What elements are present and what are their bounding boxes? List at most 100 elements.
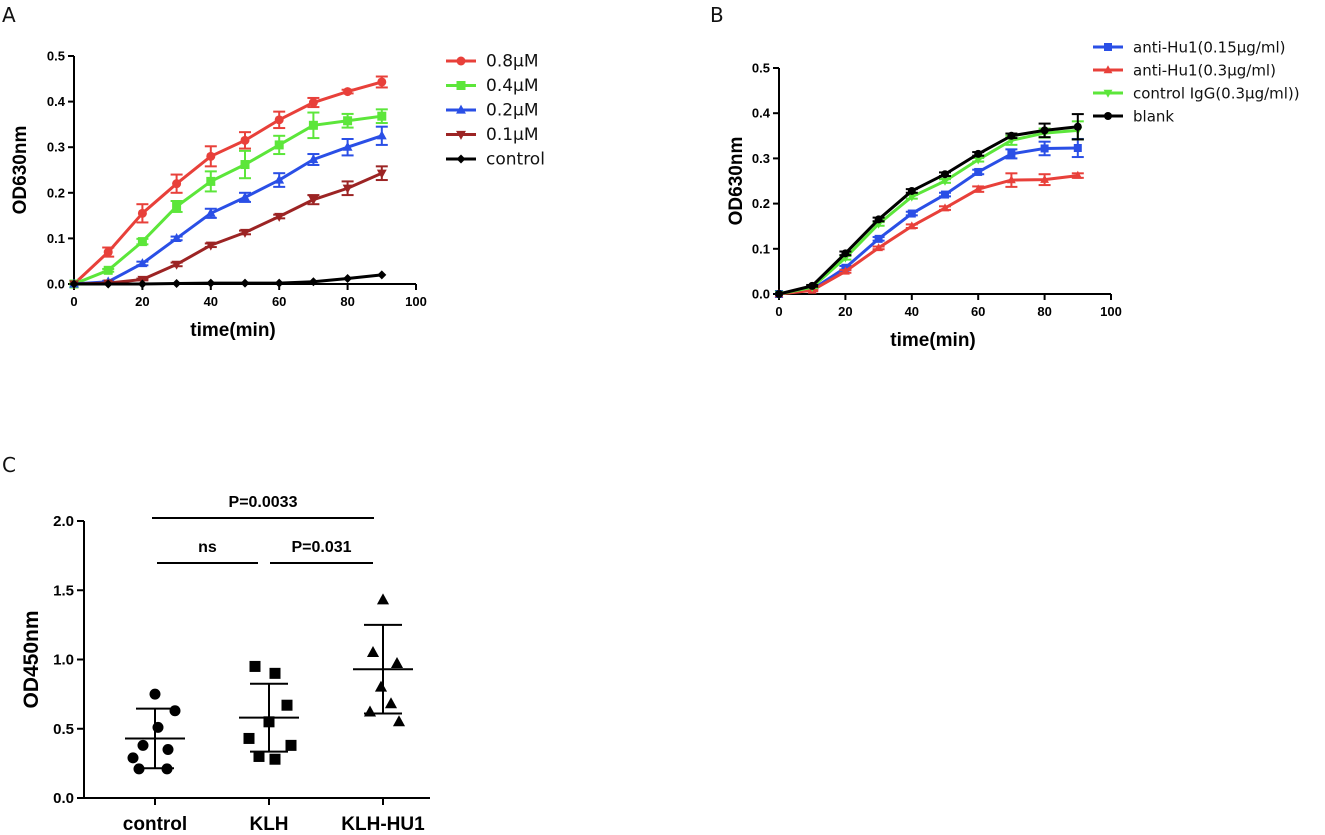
data-point xyxy=(343,116,353,126)
data-point xyxy=(162,744,174,756)
series-3 xyxy=(775,113,1084,298)
y-tick-label: 0.1 xyxy=(752,241,770,256)
x-tick-label: 100 xyxy=(405,294,427,309)
data-point xyxy=(285,739,297,751)
legend-swatch-marker xyxy=(456,81,466,90)
data-point xyxy=(149,688,161,700)
series-line xyxy=(73,114,382,286)
data-point xyxy=(377,270,387,280)
series-4 xyxy=(69,270,387,289)
y-tick-label: 0.4 xyxy=(752,106,771,121)
data-point xyxy=(274,115,284,125)
data-point xyxy=(907,193,917,202)
y-tick-label: 0.3 xyxy=(47,140,65,155)
data-point xyxy=(941,190,949,199)
panel-b-chart: 0.0 0.1 0.2 0.3 0.4 0.5 0 20 40 60 80 100 time(min) O… xyxy=(726,39,1300,352)
legend-label: anti-Hu1(0.15μg/ml) xyxy=(1133,39,1286,57)
data-point xyxy=(808,281,817,290)
data-point xyxy=(1007,131,1016,140)
data-point xyxy=(308,277,318,287)
y-tick-label: 1.0 xyxy=(53,652,74,669)
data-point xyxy=(342,184,353,194)
data-point xyxy=(974,149,983,158)
y-tick-label: 0.5 xyxy=(47,49,65,64)
data-point xyxy=(973,184,983,193)
data-point xyxy=(308,120,318,130)
data-point xyxy=(940,177,950,186)
series-2 xyxy=(774,120,1084,299)
data-point xyxy=(274,174,285,184)
panel-c-chart: 0.0 0.5 1.0 1.5 2.0 control KLH KLH-HU1 OD450nm P… xyxy=(20,494,430,835)
data-point xyxy=(274,212,285,222)
data-point xyxy=(274,140,284,150)
legend-swatch-marker xyxy=(456,154,466,164)
data-point xyxy=(376,169,387,179)
series-0 xyxy=(69,75,388,289)
data-point xyxy=(342,141,353,151)
legend-label: 0.1μM xyxy=(486,125,539,145)
series-line xyxy=(778,128,1078,296)
data-point xyxy=(171,233,182,242)
data-point xyxy=(1040,144,1049,153)
data-point xyxy=(206,278,216,288)
data-point xyxy=(137,208,147,218)
data-point xyxy=(137,279,147,289)
data-point xyxy=(137,237,147,247)
series-3 xyxy=(69,165,388,290)
x-tick-label: 0 xyxy=(775,304,782,319)
data-point xyxy=(103,247,113,257)
series-line xyxy=(778,125,1078,296)
data-point xyxy=(308,98,318,108)
x-category-label: control xyxy=(123,814,187,835)
data-point xyxy=(907,186,916,195)
x-axis-title: time(min) xyxy=(890,330,976,351)
y-tick-label: 0.0 xyxy=(53,790,74,807)
y-tick-label: 0.4 xyxy=(47,94,66,109)
data-point xyxy=(206,151,216,161)
legend-swatch-marker xyxy=(456,104,466,114)
data-point xyxy=(137,739,149,751)
x-tick-label: 80 xyxy=(1037,304,1051,319)
data-point xyxy=(240,135,250,145)
y-axis-title: OD630nm xyxy=(10,126,31,215)
data-point xyxy=(874,215,883,224)
data-point xyxy=(874,234,883,243)
x-tick-label: 80 xyxy=(340,294,354,309)
y-axis-title: OD450nm xyxy=(20,610,43,708)
data-point xyxy=(269,753,281,765)
legend-swatch-marker xyxy=(1104,112,1112,120)
data-point xyxy=(392,715,406,727)
y-tick-label: 0.0 xyxy=(47,277,65,292)
series-line xyxy=(74,273,382,286)
data-point xyxy=(172,279,182,289)
data-point xyxy=(308,196,319,206)
y-tick-label: 0.0 xyxy=(752,287,770,302)
data-point xyxy=(240,191,250,201)
y-axis-title: OD630nm xyxy=(726,137,747,226)
data-point xyxy=(376,130,387,140)
data-point xyxy=(69,279,79,289)
y-tick-label: 0.1 xyxy=(47,231,65,246)
y-tick-label: 0.5 xyxy=(53,721,74,738)
data-point xyxy=(240,160,250,170)
data-point xyxy=(1007,175,1016,184)
data-point xyxy=(171,260,182,270)
legend-label: control IgG(0.3μg/ml)) xyxy=(1133,85,1300,103)
data-point xyxy=(366,645,380,657)
data-point xyxy=(841,249,850,258)
group-0 xyxy=(125,688,185,775)
legend-label: 0.4μM xyxy=(486,76,539,96)
data-point xyxy=(377,111,387,121)
data-point xyxy=(205,241,216,251)
data-point xyxy=(243,732,255,744)
data-point xyxy=(281,699,293,711)
y-tick-label: 0.2 xyxy=(47,185,65,200)
data-point xyxy=(103,279,113,289)
data-point xyxy=(269,667,281,679)
panel-letter-c: C xyxy=(2,453,16,477)
panel-letter-a: A xyxy=(2,3,16,27)
panel-a-chart: 0.0 0.1 0.2 0.3 0.4 0.5 0 20 40 60 80 100 time(min) O… xyxy=(10,49,545,342)
data-point xyxy=(343,274,353,284)
legend-swatch-marker xyxy=(1103,89,1113,98)
